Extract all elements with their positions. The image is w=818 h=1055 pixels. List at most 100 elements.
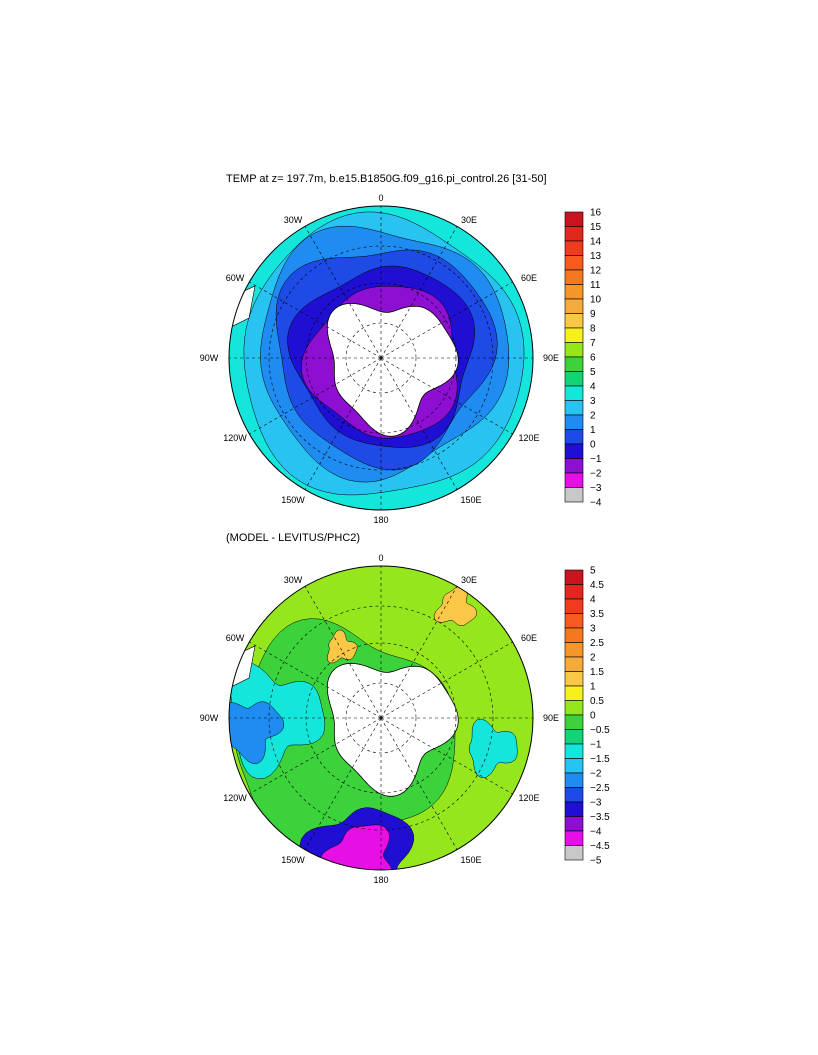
colorbar-label: −4.5 [590,841,610,852]
colorbar-swatch [564,685,584,701]
colorbar-swatch [564,671,584,687]
colorbar-swatch [564,255,584,271]
colorbar-swatch [564,487,584,503]
colorbar-swatch [564,613,584,629]
colorbar-swatch [564,584,584,600]
colorbar-label: 2 [590,411,596,422]
colorbar-label: 3.5 [590,609,604,620]
lon-label-top: 0 [378,553,384,563]
lon-label-bottom: 180 [373,515,389,525]
colorbar-label: −3.5 [590,812,610,823]
colorbar-label: 1.5 [590,667,604,678]
colorbar-swatch [564,443,584,459]
colorbar-label: 5 [590,566,596,577]
colorbar-swatch [564,845,584,861]
lon-label-ml: 60W [225,633,245,643]
colorbar-swatch [564,714,584,730]
colorbar-label: 13 [590,251,602,262]
antarctica-landmass [326,662,459,797]
colorbar-label: −2 [590,769,602,780]
colorbar-swatch [564,772,584,788]
colorbar-label: −2.5 [590,783,610,794]
colorbar-label: 4 [590,595,596,606]
lon-label-top: 0 [378,193,384,203]
colorbar-label: −1.5 [590,754,610,765]
colorbar-label: 6 [590,353,596,364]
colorbar-label: −4 [590,827,602,838]
colorbar-label: −1 [590,740,602,751]
colorbar-swatch [564,656,584,672]
lon-label-ur: 30E [460,575,478,585]
colorbar-swatch [564,240,584,256]
colorbar-swatch [564,642,584,658]
colorbar-swatch [564,743,584,759]
panel-title-temp: TEMP at z= 197.7m, b.e15.B1850G.f09_g16.… [226,173,547,185]
lon-label-left: 90W [199,353,219,363]
colorbar-swatch [564,700,584,716]
colorbar-swatch [564,327,584,343]
colorbar-label: 0.5 [590,696,604,707]
colorbar-label: 16 [590,208,602,219]
colorbar-label: 0 [590,440,596,451]
colorbar-label: 10 [590,295,602,306]
colorbar-swatch [564,414,584,430]
polar-map-temp [228,205,534,511]
lon-label-right: 90E [542,353,560,363]
colorbar-label: 2.5 [590,638,604,649]
colorbar-swatch [564,830,584,846]
lon-label-br: 150E [460,495,482,505]
colorbar-swatch [564,627,584,643]
colorbar-swatch [564,313,584,329]
colorbar-swatch [564,400,584,416]
colorbar-label: 14 [590,237,602,248]
colorbar-swatch [564,385,584,401]
colorbar-swatch [564,729,584,745]
colorbar-label: 1 [590,425,596,436]
lon-label-bl: 150W [281,495,305,505]
colorbar-label: 9 [590,309,596,320]
colorbar-label: −1 [590,454,602,465]
lon-label-ll: 120W [223,433,247,443]
colorbar-label: 15 [590,222,602,233]
colorbar-label: 7 [590,338,596,349]
colorbar-label: 1 [590,682,596,693]
colorbar-label: 5 [590,367,596,378]
colorbar-label: 8 [590,324,596,335]
lon-label-left: 90W [199,713,219,723]
colorbar-label: 11 [590,280,601,291]
colorbar-label: 12 [590,266,602,277]
lon-label-bottom: 180 [373,875,389,885]
colorbar-swatch [564,226,584,242]
colorbar-label: −3 [590,798,602,809]
colorbar-swatch [564,429,584,445]
colorbar-label: −4 [590,498,602,509]
colorbar-swatch [564,801,584,817]
colorbar-swatch [564,342,584,358]
lon-label-bl: 150W [281,855,305,865]
colorbar-swatch [564,298,584,314]
lon-label-mr: 60E [520,273,538,283]
colorbar-label: −5 [590,856,602,867]
colorbar-swatch [564,569,584,585]
lon-label-ur: 30E [460,215,478,225]
colorbar-swatch [564,284,584,300]
lon-label-ul: 30W [283,215,303,225]
lon-label-lr: 120E [518,793,540,803]
colorbar-swatch [564,472,584,488]
lon-label-ll: 120W [223,793,247,803]
polar-map-diff [228,565,534,871]
colorbar-label: 3 [590,624,596,635]
colorbar-diff: 5 4.5 4 3.5 3 2.5 2 1.5 1 0.5 0 −0.5 −1 −1.5 −2 −2.5 −3 −… [564,566,610,867]
colorbar-label: 0 [590,711,596,722]
colorbar-label: 4.5 [590,580,604,591]
lon-label-ul: 30W [283,575,303,585]
colorbar-swatch [564,758,584,774]
lon-label-right: 90E [542,713,560,723]
antarctica-landmass [326,302,459,437]
colorbar-swatch [564,371,584,387]
colorbar-swatch [564,211,584,227]
colorbar-swatch [564,269,584,285]
lon-label-br: 150E [460,855,482,865]
